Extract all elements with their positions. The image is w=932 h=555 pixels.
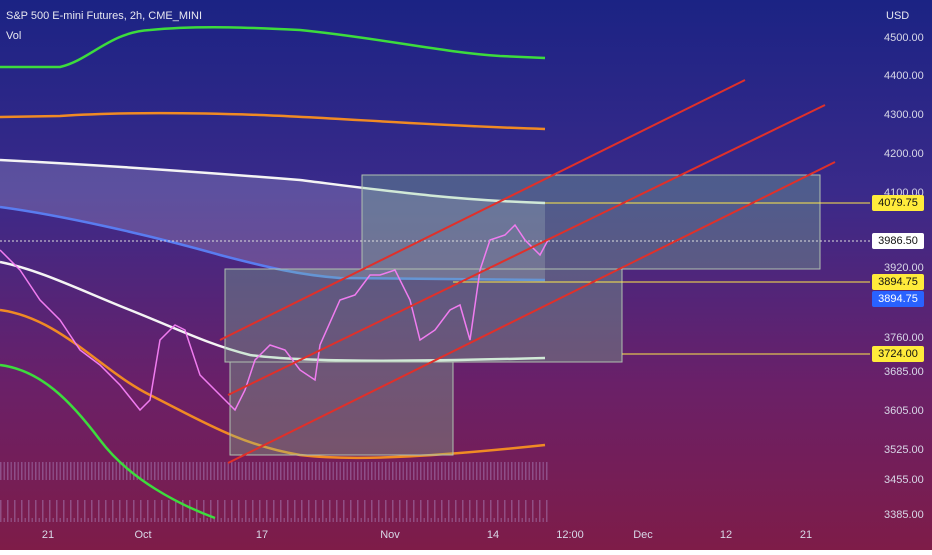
symbol-title: S&P 500 E-mini Futures, 2h, CME_MINI xyxy=(6,10,202,22)
price-tag-bg xyxy=(872,233,924,249)
zones xyxy=(224,174,821,456)
band-line xyxy=(0,26,546,69)
price-tick-label: 3455.00 xyxy=(884,474,924,486)
price-tick-label: 4300.00 xyxy=(884,109,924,121)
band-line xyxy=(0,363,216,520)
band-line xyxy=(0,308,546,460)
price-tick-label: 4500.00 xyxy=(884,32,924,44)
currency-label: USD xyxy=(886,10,909,22)
price-tag-bg xyxy=(872,346,924,362)
zone-box xyxy=(224,268,623,363)
price-tick-label: 3525.00 xyxy=(884,444,924,456)
price-tag: 3894.75 xyxy=(878,293,918,305)
zone-box xyxy=(361,174,821,270)
price-tag-bg xyxy=(872,291,924,307)
price-tag: 3986.50 xyxy=(878,235,918,247)
price-axis: 4500.004400.004300.004200.004100.003920.… xyxy=(884,32,924,521)
band-line xyxy=(0,158,546,205)
price-tag: 4079.75 xyxy=(878,197,918,209)
band-line xyxy=(0,205,546,282)
price-tag: 3724.00 xyxy=(878,348,918,360)
price-tick-label: 3920.00 xyxy=(884,262,924,274)
price-tick-label: 3760.00 xyxy=(884,332,924,344)
channel-line xyxy=(219,79,746,341)
time-axis: 21 Oct 17 Nov 14 12:00 Dec 12 21 xyxy=(42,529,812,541)
channel xyxy=(219,79,836,464)
zone-box xyxy=(229,361,454,456)
time-tick-label: 12 xyxy=(720,529,732,541)
price-tag-bg xyxy=(872,274,924,290)
price-tick-label: 3385.00 xyxy=(884,509,924,521)
price-tags: 4079.75 3986.50 3894.75 3894.75 3724.00 xyxy=(872,195,924,362)
band-line xyxy=(0,112,546,131)
indicator-label: Vol xyxy=(6,30,21,42)
time-tick-label: 14 xyxy=(487,529,499,541)
time-tick-label: 21 xyxy=(800,529,812,541)
price-tick-label: 4200.00 xyxy=(884,148,924,160)
band-fill xyxy=(0,160,545,280)
time-tick-label: Nov xyxy=(380,529,400,541)
time-tick-label: 21 xyxy=(42,529,54,541)
price-tag-bg xyxy=(872,195,924,211)
channel-line xyxy=(227,161,836,464)
price-tick-label: 3605.00 xyxy=(884,405,924,417)
channel-line xyxy=(227,104,826,396)
price-series xyxy=(0,223,549,412)
price-tick-label: 3685.00 xyxy=(884,366,924,378)
volume-bars xyxy=(0,462,548,522)
level-lines xyxy=(453,202,870,355)
time-tick-label: 12:00 xyxy=(556,529,584,541)
time-tick-label: Oct xyxy=(134,529,151,541)
bands xyxy=(0,26,546,520)
time-tick-label: 17 xyxy=(256,529,268,541)
price-tag: 3894.75 xyxy=(878,276,918,288)
price-tick-label: 4400.00 xyxy=(884,70,924,82)
time-tick-label: Dec xyxy=(633,529,653,541)
band-line xyxy=(0,260,546,362)
